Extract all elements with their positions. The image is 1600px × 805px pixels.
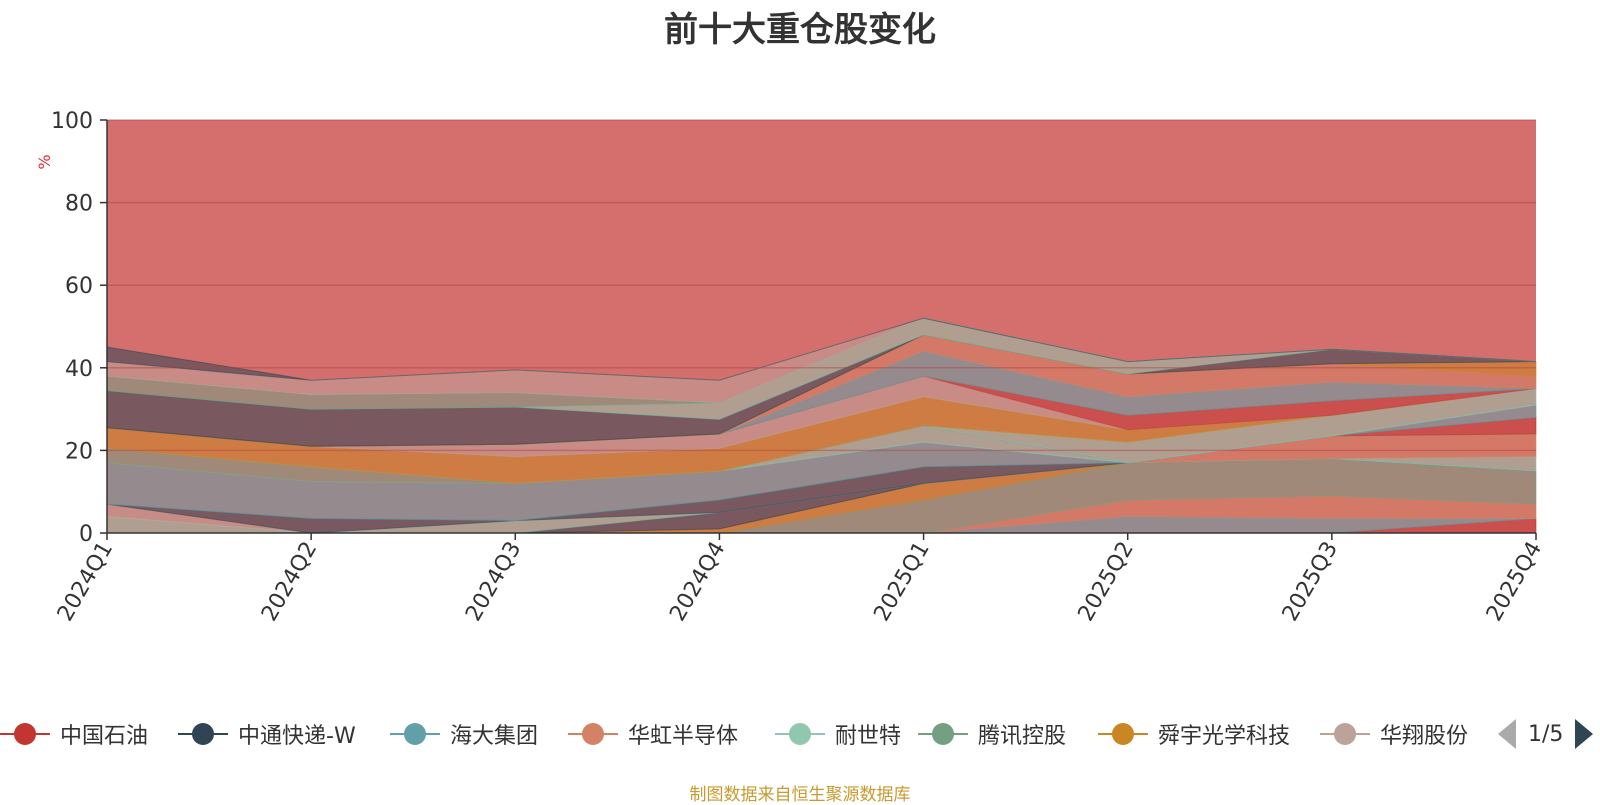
y-tick-label-40: 40	[65, 357, 93, 382]
legend-item-5[interactable]: 腾讯控股	[918, 716, 1066, 752]
legend-label: 腾讯控股	[978, 724, 1067, 749]
x-tick-label-2024Q3: 2024Q3	[461, 538, 526, 626]
legend: 中国石油 中通快递-W 海大集团 华虹半导体 耐世特 腾讯控股 舜宇光学科技 华翔股份	[0, 716, 1600, 752]
legend-marker-icon	[178, 720, 228, 748]
y-tick-label-0: 0	[79, 522, 93, 547]
legend-marker-icon	[775, 720, 825, 748]
legend-marker-icon	[918, 720, 968, 748]
legend-marker-icon	[1320, 720, 1370, 748]
legend-marker-icon	[568, 720, 618, 748]
legend-marker-icon	[390, 720, 440, 748]
legend-item-0[interactable]: 中国石油	[0, 716, 148, 752]
legend-page-indicator: 1/5	[1528, 721, 1564, 747]
legend-prev-page-icon[interactable]	[1498, 719, 1516, 749]
y-tick-label-80: 80	[65, 192, 93, 217]
y-axis-label: %	[35, 154, 54, 169]
legend-item-3[interactable]: 华虹半导体	[568, 716, 738, 752]
x-tick-label-2025Q3: 2025Q3	[1278, 538, 1343, 626]
legend-label: 舜宇光学科技	[1158, 724, 1291, 749]
legend-item-7[interactable]: 华翔股份	[1320, 716, 1468, 752]
source-note: 制图数据来自恒生聚源数据库	[689, 785, 911, 805]
legend-marker-icon	[1098, 720, 1148, 748]
area-series-26	[106, 317, 1537, 381]
x-tick-label-2025Q4: 2025Q4	[1482, 538, 1547, 626]
legend-label: 中国石油	[60, 724, 149, 749]
chart-title: 前十大重仓股变化	[664, 10, 936, 50]
legend-pager: 1/5	[1498, 718, 1594, 750]
legend-item-2[interactable]: 海大集团	[390, 716, 538, 752]
legend-label: 华翔股份	[1380, 724, 1469, 749]
legend-item-6[interactable]: 舜宇光学科技	[1098, 716, 1290, 752]
x-tick-label-2025Q2: 2025Q2	[1074, 538, 1139, 626]
legend-item-4[interactable]: 耐世特	[775, 716, 901, 752]
stacked-area-chart: 0 20 40 60 80 100% 2024Q1 2024Q2 2024Q3 2024Q4 202…	[35, 109, 1547, 626]
x-tick-label-2024Q2: 2024Q2	[257, 538, 322, 626]
y-tick-label-60: 60	[65, 274, 93, 299]
y-tick-label-100: 100	[51, 109, 93, 134]
x-tick-label-2025Q1: 2025Q1	[869, 538, 934, 626]
legend-item-1[interactable]: 中通快递-W	[178, 716, 356, 752]
legend-next-page-icon[interactable]	[1575, 719, 1594, 749]
x-tick-label-2024Q1: 2024Q1	[53, 538, 118, 626]
x-tick-label-2024Q4: 2024Q4	[665, 538, 730, 626]
legend-label: 海大集团	[450, 724, 539, 749]
legend-marker-icon	[0, 720, 50, 748]
legend-label: 耐世特	[835, 724, 902, 749]
legend-label: 中通快递-W	[238, 724, 356, 749]
legend-label: 华虹半导体	[628, 724, 739, 749]
y-tick-label-20: 20	[65, 439, 93, 464]
